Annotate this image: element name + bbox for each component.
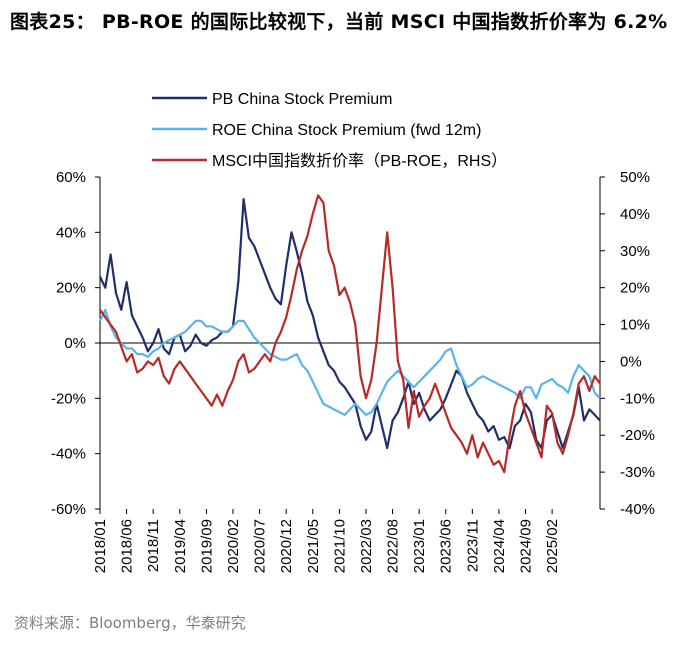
x-tick-label: 2018/06 xyxy=(119,519,136,573)
x-tick-label: 2022/03 xyxy=(358,519,375,573)
x-tick-label: 2024/04 xyxy=(491,519,508,573)
x-tick-label: 2023/06 xyxy=(438,519,455,573)
right-tick-label: 20% xyxy=(620,280,650,297)
x-tick-label: 2022/08 xyxy=(385,519,402,573)
x-tick-label: 2023/01 xyxy=(411,519,428,573)
left-tick-label: -20% xyxy=(51,390,86,407)
chart-lines xyxy=(99,194,601,474)
x-tick-label: 2020/12 xyxy=(278,519,295,573)
x-tick-label: 2019/09 xyxy=(198,519,215,573)
x-tick-label: 2021/05 xyxy=(305,519,322,573)
x-tick-label: 2023/11 xyxy=(464,519,481,572)
page-title: 图表25： PB-ROE 的国际比较视下，当前 MSCI 中国指数折价率为 6.… xyxy=(10,11,668,33)
right-tick-label: 30% xyxy=(620,243,650,260)
right-tick-label: -20% xyxy=(620,427,655,444)
x-tick-label: 2019/04 xyxy=(172,519,189,573)
x-tick-label: 2018/01 xyxy=(92,519,109,573)
x-tick-label: 2018/11 xyxy=(145,519,162,572)
x-tick-label: 2020/07 xyxy=(252,519,269,573)
right-tick-label: -40% xyxy=(620,501,655,518)
x-tick-label: 2021/10 xyxy=(331,519,348,573)
left-tick-label: 20% xyxy=(56,280,86,297)
right-tick-label: -30% xyxy=(620,464,655,481)
left-tick-label: 0% xyxy=(64,335,86,352)
left-tick-label: 40% xyxy=(56,224,86,241)
legend-label-2: ROE China Stock Premium (fwd 12m) xyxy=(212,122,481,139)
x-tick-label: 2025/02 xyxy=(544,519,561,573)
left-tick-label: 60% xyxy=(56,169,86,186)
right-tick-label: 10% xyxy=(620,317,650,334)
legend-label-1: PB China Stock Premium xyxy=(212,91,393,108)
right-tick-label: 40% xyxy=(620,206,650,223)
right-tick-label: 0% xyxy=(620,353,642,370)
chart-axes: 60% 40% 20% 0% -20% -40% -60% 50% 40% 30% 20% 10% 0%… xyxy=(51,169,655,573)
series-line-2 xyxy=(99,308,601,416)
right-tick-label: -10% xyxy=(620,390,655,407)
series-line-1 xyxy=(99,198,601,450)
right-tick-label: 50% xyxy=(620,169,650,186)
legend-label-3: MSCI中国指数折价率（PB-ROE，RHS） xyxy=(212,152,507,170)
left-tick-label: -60% xyxy=(51,501,86,518)
source-note: 资料来源：Bloomberg，华泰研究 xyxy=(14,614,246,632)
series-line-3 xyxy=(99,194,601,474)
x-tick-label: 2020/02 xyxy=(225,519,242,573)
x-tick-label: 2024/09 xyxy=(518,519,535,573)
chart-legend: PB China Stock Premium ROE China Stock Pr… xyxy=(152,91,507,170)
left-tick-label: -40% xyxy=(51,446,86,463)
